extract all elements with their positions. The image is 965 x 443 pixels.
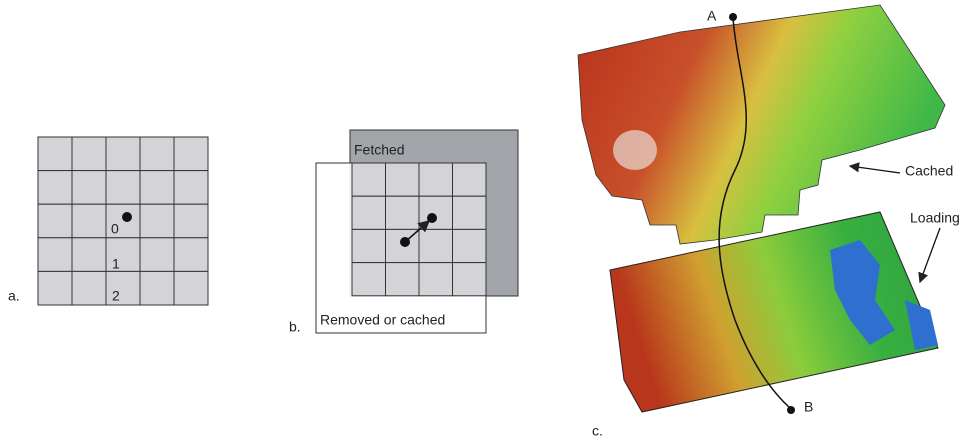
tile <box>106 137 140 171</box>
end-label: B <box>804 399 813 415</box>
tile <box>419 163 453 196</box>
route-end <box>787 406 795 414</box>
tile <box>38 271 72 305</box>
tile <box>419 263 453 296</box>
tile <box>72 171 106 205</box>
level-label: 0 <box>111 221 119 237</box>
panel-a <box>38 137 208 305</box>
tile <box>140 271 174 305</box>
tile <box>352 196 386 229</box>
panel-label: c. <box>592 423 603 439</box>
viewpoint <box>122 212 132 222</box>
tile <box>174 271 208 305</box>
tile <box>38 238 72 272</box>
tile <box>453 163 487 196</box>
tile <box>140 171 174 205</box>
tile <box>352 263 386 296</box>
tile <box>174 238 208 272</box>
tile <box>174 204 208 238</box>
tile <box>386 196 420 229</box>
cached-arrow <box>850 166 900 173</box>
panel-label: b. <box>289 319 301 335</box>
tile <box>72 238 106 272</box>
level-label: 1 <box>112 256 120 272</box>
start-label: A <box>707 8 717 24</box>
cached-terrain <box>578 5 945 244</box>
level-label: 2 <box>112 288 120 304</box>
tile <box>386 163 420 196</box>
tile <box>38 171 72 205</box>
panel-label: a. <box>8 288 20 304</box>
removed-label: Removed or cached <box>320 312 445 328</box>
tile <box>140 137 174 171</box>
cached-label: Cached <box>905 163 953 179</box>
peak <box>613 130 657 170</box>
viewpoint <box>427 213 437 223</box>
tile <box>386 263 420 296</box>
tile <box>453 263 487 296</box>
tile <box>174 171 208 205</box>
tile <box>174 137 208 171</box>
tile <box>72 137 106 171</box>
tile <box>453 196 487 229</box>
tile <box>453 229 487 262</box>
route-start <box>729 13 737 21</box>
loading-terrain <box>610 212 938 412</box>
figure: 0 1 2 a. Fetched Removed or cached b. A … <box>0 0 965 443</box>
tile <box>38 204 72 238</box>
loading-label: Loading <box>910 210 960 226</box>
tile <box>72 271 106 305</box>
tile <box>419 229 453 262</box>
tile <box>352 229 386 262</box>
tile <box>352 163 386 196</box>
tile <box>140 204 174 238</box>
tile <box>38 137 72 171</box>
tile <box>72 204 106 238</box>
tile <box>106 171 140 205</box>
tile <box>140 238 174 272</box>
viewpoint <box>400 237 410 247</box>
fetched-label: Fetched <box>354 142 405 158</box>
loading-arrow <box>920 228 940 282</box>
